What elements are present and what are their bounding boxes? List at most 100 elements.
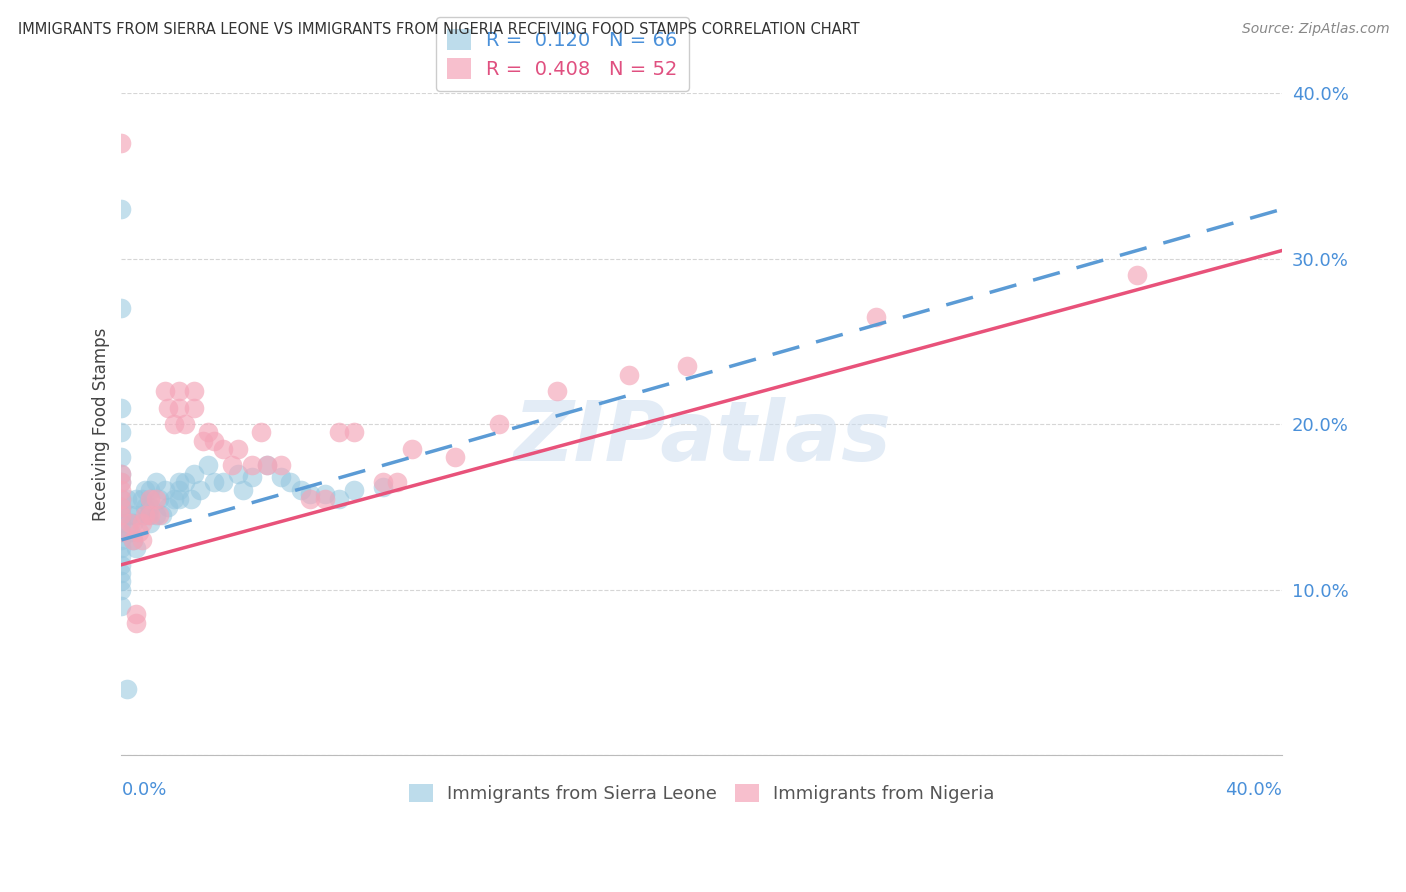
- Point: [278, 475, 301, 489]
- Text: Source: ZipAtlas.com: Source: ZipAtlas.com: [1241, 22, 1389, 37]
- Point: [371, 480, 394, 494]
- Point: [174, 417, 197, 431]
- Text: 0.0%: 0.0%: [121, 781, 167, 799]
- Point: [197, 425, 219, 440]
- Point: [139, 491, 162, 506]
- Point: [110, 467, 132, 481]
- Point: [299, 486, 322, 500]
- Point: [226, 467, 249, 481]
- Point: [110, 582, 132, 597]
- Point: [120, 508, 142, 522]
- Point: [110, 491, 132, 506]
- Point: [110, 491, 132, 506]
- Point: [139, 500, 162, 514]
- Point: [342, 483, 364, 498]
- Point: [110, 599, 132, 613]
- Point: [110, 450, 132, 465]
- Point: [134, 483, 156, 498]
- Point: [131, 533, 153, 547]
- Point: [110, 524, 132, 539]
- Point: [270, 470, 292, 484]
- Point: [314, 491, 336, 506]
- Point: [169, 491, 191, 506]
- Point: [122, 533, 145, 547]
- Point: [619, 368, 641, 382]
- Point: [110, 475, 132, 489]
- Point: [125, 491, 148, 506]
- Point: [226, 442, 249, 456]
- Point: [125, 508, 148, 522]
- Point: [212, 442, 235, 456]
- Point: [342, 425, 364, 440]
- Point: [110, 533, 132, 547]
- Point: [183, 384, 205, 398]
- Point: [139, 508, 162, 522]
- Point: [156, 401, 179, 415]
- Point: [371, 475, 394, 489]
- Point: [139, 491, 162, 506]
- Y-axis label: Receiving Food Stamps: Receiving Food Stamps: [93, 327, 110, 521]
- Point: [240, 458, 263, 473]
- Point: [110, 136, 132, 150]
- Point: [314, 486, 336, 500]
- Point: [110, 508, 132, 522]
- Point: [221, 458, 243, 473]
- Point: [134, 500, 156, 514]
- Point: [183, 467, 205, 481]
- Point: [444, 450, 467, 465]
- Point: [169, 475, 191, 489]
- Point: [256, 458, 278, 473]
- Point: [676, 359, 699, 374]
- Point: [180, 491, 202, 506]
- Point: [546, 384, 568, 398]
- Point: [865, 310, 887, 324]
- Text: IMMIGRANTS FROM SIERRA LEONE VS IMMIGRANTS FROM NIGERIA RECEIVING FOOD STAMPS CO: IMMIGRANTS FROM SIERRA LEONE VS IMMIGRAN…: [18, 22, 860, 37]
- Point: [145, 491, 167, 506]
- Point: [156, 500, 179, 514]
- Point: [174, 475, 197, 489]
- Point: [131, 516, 153, 531]
- Point: [110, 566, 132, 580]
- Point: [150, 508, 173, 522]
- Point: [139, 516, 162, 531]
- Point: [110, 541, 132, 556]
- Point: [125, 615, 148, 630]
- Point: [120, 516, 142, 531]
- Point: [110, 508, 132, 522]
- Point: [122, 533, 145, 547]
- Point: [110, 202, 132, 216]
- Point: [110, 467, 132, 481]
- Point: [110, 558, 132, 572]
- Point: [110, 401, 132, 415]
- Point: [110, 425, 132, 440]
- Point: [110, 549, 132, 564]
- Point: [145, 475, 167, 489]
- Point: [163, 491, 186, 506]
- Point: [148, 491, 170, 506]
- Point: [139, 483, 162, 498]
- Point: [163, 417, 186, 431]
- Point: [153, 483, 176, 498]
- Point: [122, 516, 145, 531]
- Point: [232, 483, 254, 498]
- Point: [249, 425, 271, 440]
- Point: [110, 500, 132, 514]
- Point: [110, 574, 132, 589]
- Point: [197, 458, 219, 473]
- Point: [148, 508, 170, 522]
- Text: 40.0%: 40.0%: [1226, 781, 1282, 799]
- Point: [117, 491, 139, 506]
- Point: [290, 483, 312, 498]
- Point: [125, 541, 148, 556]
- Point: [401, 442, 423, 456]
- Point: [153, 384, 176, 398]
- Point: [385, 475, 408, 489]
- Point: [145, 508, 167, 522]
- Point: [191, 434, 214, 448]
- Point: [110, 516, 132, 531]
- Point: [110, 301, 132, 316]
- Point: [256, 458, 278, 473]
- Text: ZIPatlas: ZIPatlas: [513, 397, 891, 478]
- Point: [136, 508, 159, 522]
- Point: [120, 524, 142, 539]
